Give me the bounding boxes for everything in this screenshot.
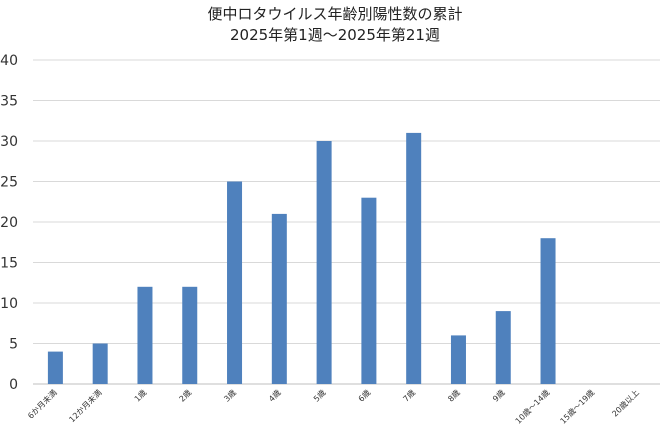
bar bbox=[227, 181, 243, 384]
x-tick-label: 1歳 bbox=[132, 387, 148, 403]
bar bbox=[92, 343, 108, 384]
bar bbox=[361, 197, 377, 384]
x-tick-label: 4歳 bbox=[266, 387, 282, 403]
y-tick-label: 25 bbox=[0, 175, 18, 191]
x-tick-label: 6歳 bbox=[356, 387, 372, 403]
y-tick-label: 0 bbox=[9, 377, 18, 393]
bar bbox=[450, 335, 466, 384]
bar bbox=[540, 238, 556, 384]
y-tick-label: 5 bbox=[9, 337, 18, 353]
x-tick-label: 8歳 bbox=[446, 387, 462, 403]
y-tick-label: 20 bbox=[0, 215, 18, 231]
bar bbox=[47, 351, 63, 384]
y-tick-label: 35 bbox=[0, 94, 18, 110]
chart-subtitle: 2025年第1週〜2025年第21週 bbox=[230, 26, 440, 44]
x-tick-label: 7歳 bbox=[401, 387, 417, 403]
bar bbox=[495, 311, 511, 384]
x-tick-label: 15歳〜19歳 bbox=[558, 387, 596, 425]
y-tick-label: 30 bbox=[0, 134, 18, 150]
x-tick-label: 2歳 bbox=[177, 387, 193, 403]
x-tick-label: 20歳以上 bbox=[610, 387, 641, 418]
x-tick-label: 10歳〜14歳 bbox=[513, 387, 551, 425]
x-tick-label: 6か月未満 bbox=[26, 387, 59, 420]
bar bbox=[182, 286, 198, 384]
x-tick-label: 5歳 bbox=[311, 387, 327, 403]
bar bbox=[316, 141, 332, 384]
bar bbox=[137, 286, 153, 384]
bar bbox=[406, 132, 422, 384]
y-tick-label: 10 bbox=[0, 296, 18, 312]
y-tick-label: 15 bbox=[0, 256, 18, 272]
bar bbox=[271, 213, 287, 384]
y-tick-label: 40 bbox=[0, 53, 18, 69]
x-tick-label: 3歳 bbox=[222, 387, 238, 403]
chart-title: 便中ロタウイルス年齢別陽性数の累計 bbox=[207, 5, 463, 23]
x-tick-label: 9歳 bbox=[490, 387, 506, 403]
x-tick-label: 12か月未満 bbox=[67, 387, 104, 424]
